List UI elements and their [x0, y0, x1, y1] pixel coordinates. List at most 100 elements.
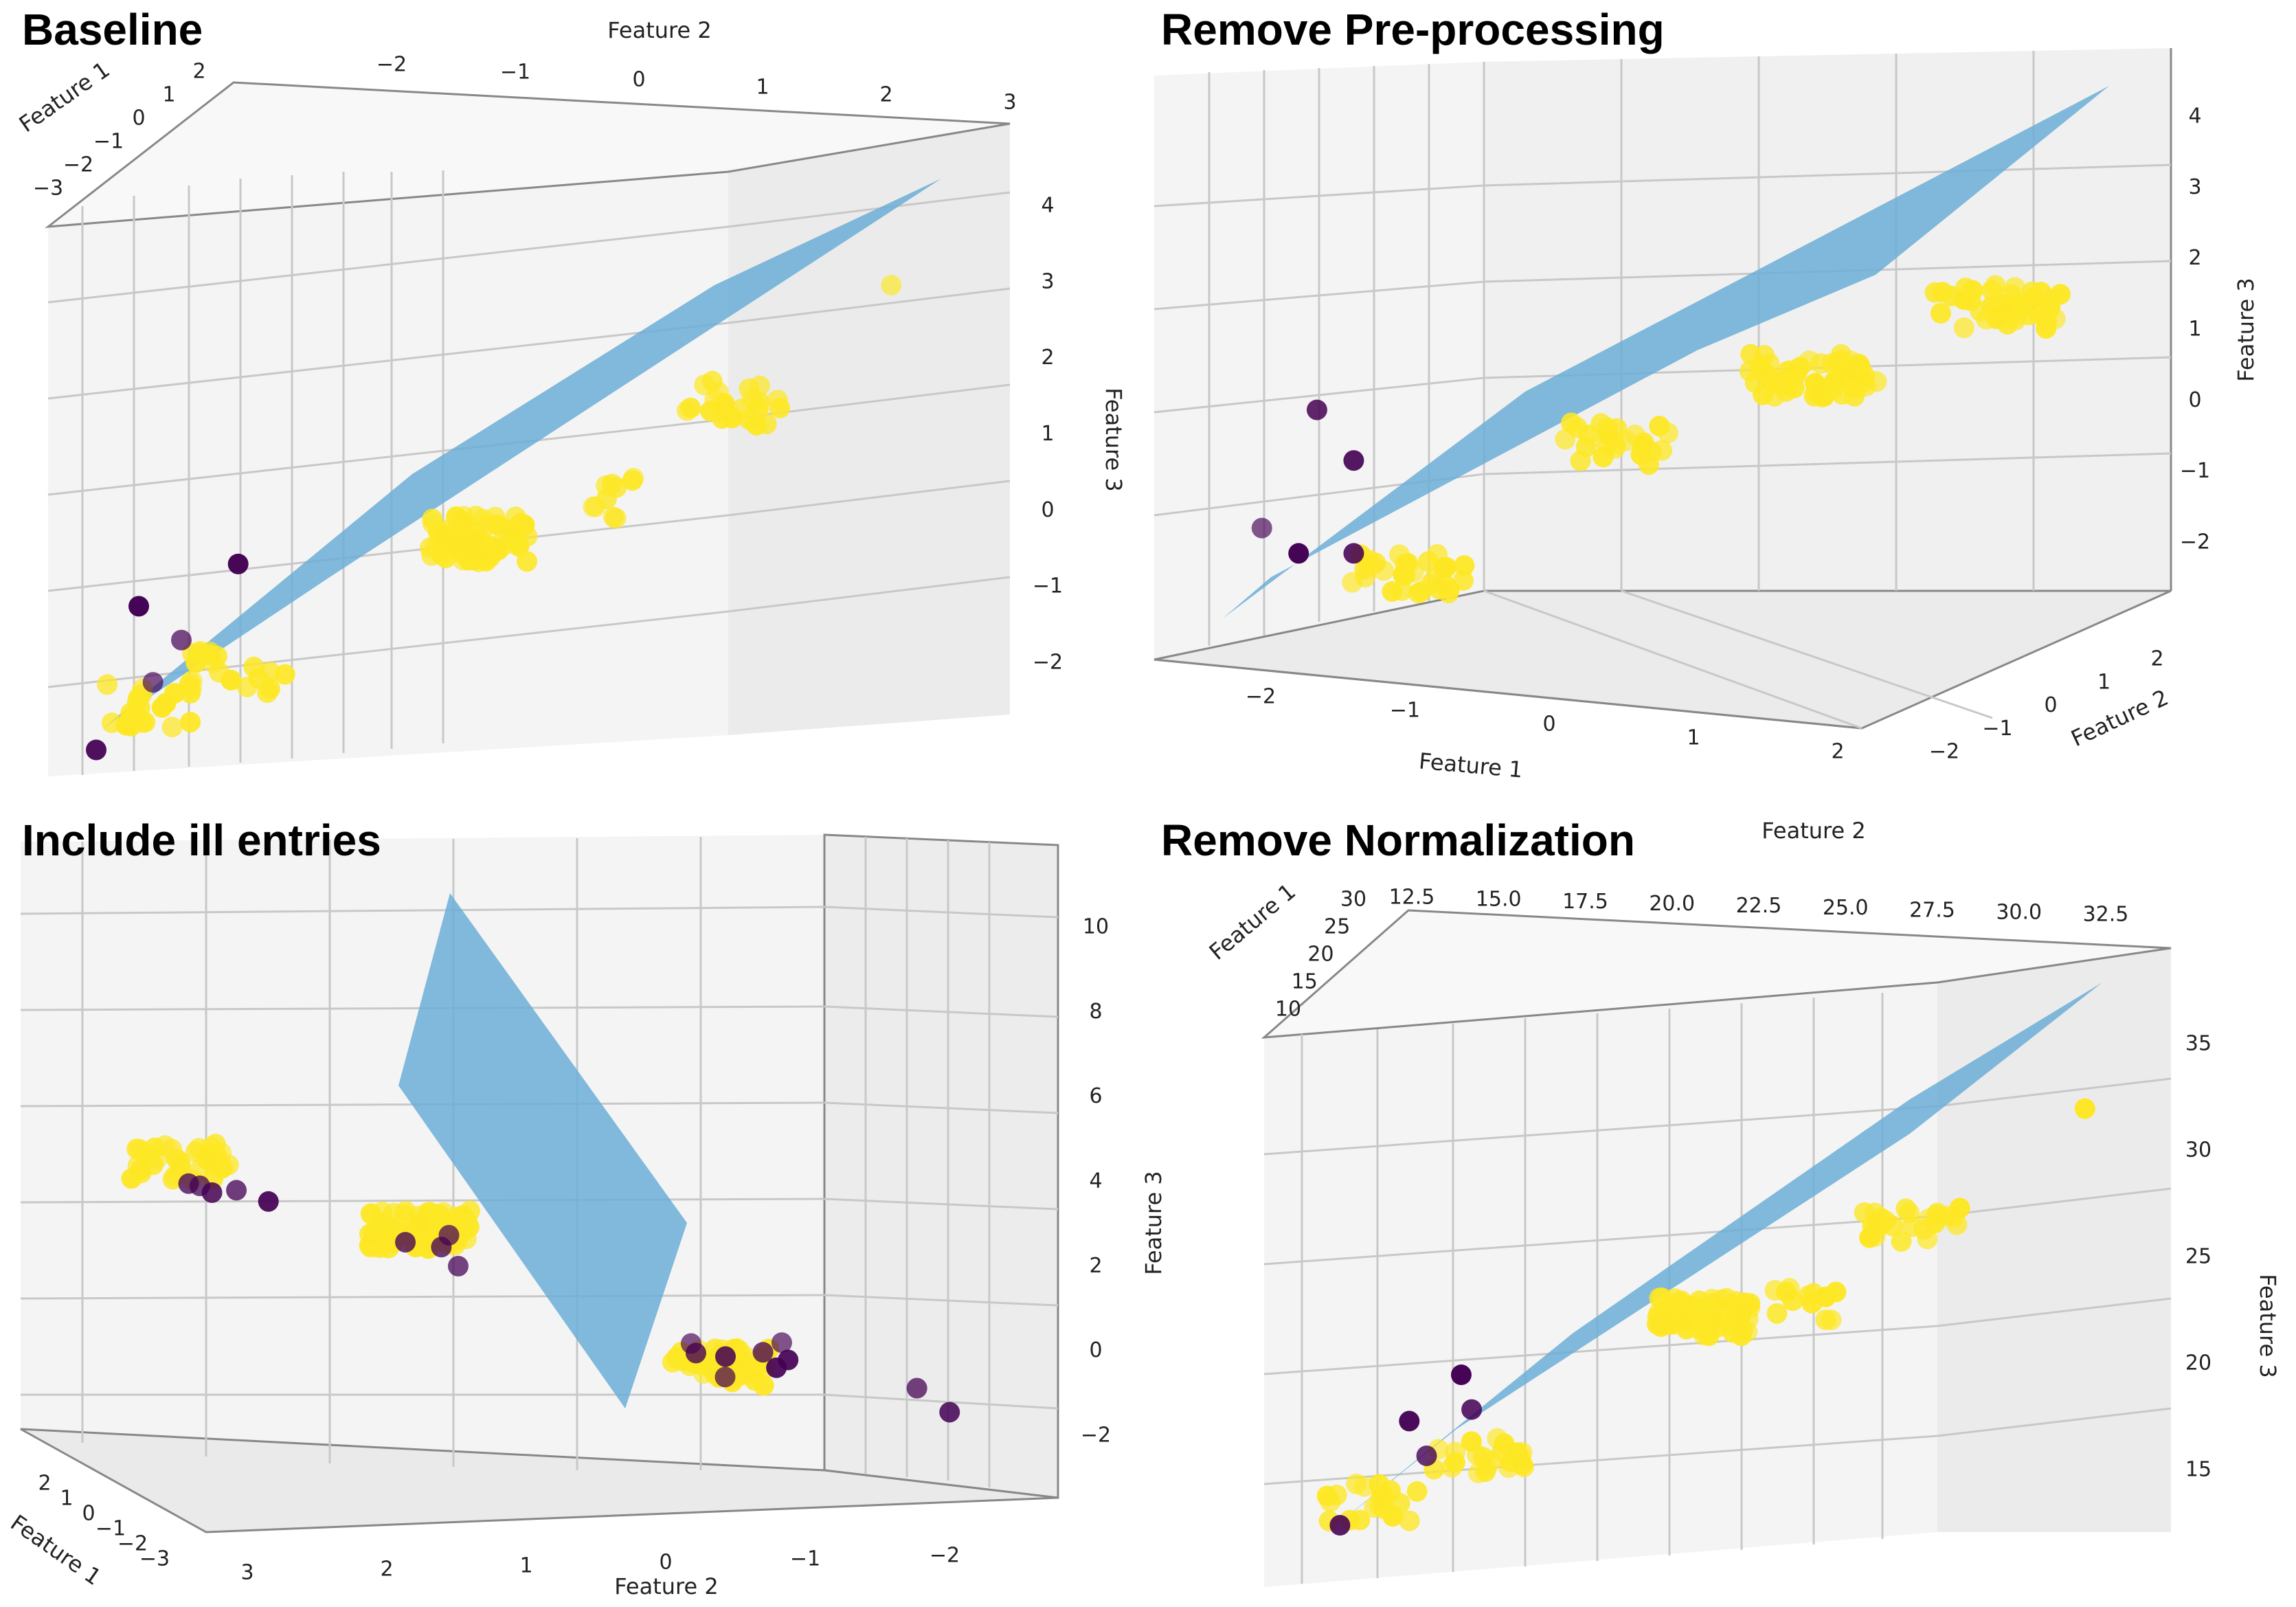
ill-point	[1306, 399, 1327, 420]
healthy-point	[1399, 1510, 1420, 1531]
scatter-points	[121, 1134, 960, 1423]
healthy-point	[505, 506, 526, 528]
tick-label-feature2: −1	[500, 60, 530, 85]
remove-normalization-chart: 10 15 20 25 30 12.5 15.0 17.5 20.0 22.5 25.0 27.5 30…	[1204, 818, 2281, 1587]
scatter-points	[1316, 1098, 2095, 1536]
healthy-point	[1616, 430, 1637, 451]
ill-point	[766, 1357, 787, 1378]
ill-point	[1461, 1399, 1483, 1420]
healthy-point	[206, 646, 227, 667]
tick-label-feature1: −1	[1390, 699, 1420, 723]
scatter-points	[86, 275, 902, 761]
healthy-point	[1597, 423, 1619, 444]
tick-label-feature3: 0	[1089, 1338, 1102, 1362]
grid-line	[728, 480, 1011, 517]
grid-line	[824, 1393, 1059, 1410]
tick-label-feature1: −3	[139, 1547, 170, 1571]
tick-label-feature3: 15	[2185, 1458, 2211, 1482]
remove-preprocessing-chart: −2 −1 0 1 2 −2 −1 0 1 2 −2 −1 0 1 2 3 4 Feature 1 Featur…	[1153, 48, 2259, 783]
healthy-point	[370, 1217, 391, 1238]
include-ill-entries-panel: 2 1 0 −1 −2 −3 3 2 1 0 −1 −2 −2 0 2 4 6 8 10 Feature 2 Fea…	[0, 811, 1167, 1601]
grid-line	[728, 576, 1011, 613]
tick-label-feature3: −2	[2180, 530, 2210, 554]
healthy-point	[1949, 1198, 1970, 1219]
ill-point	[258, 1191, 279, 1212]
ill-point	[1288, 543, 1309, 564]
grid-line	[824, 1294, 1059, 1307]
healthy-point	[2028, 303, 2049, 324]
healthy-point	[1821, 1310, 1842, 1331]
decision-plane	[1223, 86, 2109, 618]
ill-point	[771, 1332, 792, 1353]
grid-line	[47, 418, 729, 496]
healthy-point	[473, 547, 495, 568]
healthy-point	[1715, 1288, 1737, 1309]
tick-label-feature2: −1	[790, 1547, 820, 1571]
grid-line	[824, 1101, 1059, 1114]
healthy-point	[1373, 560, 1395, 581]
tick-label-feature2: −1	[1982, 717, 2012, 741]
ill-point	[395, 1232, 416, 1253]
healthy-point	[1649, 416, 1670, 437]
tick-label-feature2: 25.0	[1823, 896, 1869, 920]
healthy-point	[101, 712, 122, 734]
healthy-point	[484, 506, 506, 528]
ill-point	[906, 1378, 927, 1399]
tick-label-feature2: 3	[240, 1561, 254, 1585]
grid-line	[1937, 1187, 2172, 1217]
tick-label-feature2: 15.0	[1476, 888, 1522, 912]
healthy-point	[1428, 578, 1450, 600]
grid-line	[1263, 1325, 1938, 1375]
healthy-point	[1953, 317, 1974, 339]
grid-line	[728, 287, 1011, 324]
tick-label-feature3: 35	[2185, 1032, 2211, 1056]
healthy-point	[452, 510, 473, 532]
healthy-point	[1388, 544, 1410, 565]
healthy-point	[1776, 1281, 1797, 1303]
tick-label-feature3: 4	[2188, 104, 2201, 128]
healthy-point	[2004, 277, 2025, 298]
tick-label-feature1: −2	[117, 1532, 148, 1556]
tick-label-feature2: 2	[2150, 647, 2163, 671]
tick-label-feature1: 10	[1275, 998, 1301, 1022]
grid-line	[20, 1198, 825, 1204]
axis-label-feature1: Feature 1	[1418, 748, 1524, 783]
grid-line	[47, 610, 729, 688]
axis-label-feature1: Feature 1	[14, 56, 115, 137]
healthy-point	[1406, 1481, 1428, 1502]
healthy-point	[166, 1148, 187, 1169]
side-pane	[1484, 48, 2171, 591]
healthy-point	[180, 712, 201, 733]
healthy-point	[721, 407, 743, 429]
healthy-point	[1766, 1303, 1788, 1324]
grid-line	[1153, 377, 1485, 414]
grid-line	[1153, 184, 1485, 207]
tick-label-feature1: 2	[38, 1472, 51, 1496]
tick-label-feature1: 1	[60, 1487, 73, 1511]
healthy-point	[622, 470, 643, 491]
tick-label-feature3: −2	[1033, 651, 1063, 675]
ill-point	[128, 596, 149, 617]
panel-title: Baseline	[22, 5, 203, 54]
healthy-point	[151, 697, 172, 718]
axis-label-feature2: Feature 2	[1762, 818, 1865, 844]
healthy-point	[1840, 350, 1861, 372]
grid-line	[47, 322, 729, 400]
tick-label-feature1: 20	[1307, 943, 1333, 967]
healthy-point	[131, 1159, 152, 1180]
ill-point	[1251, 517, 1272, 539]
grid-line	[1263, 1105, 1938, 1156]
healthy-point	[2049, 284, 2071, 305]
healthy-point	[746, 414, 767, 436]
healthy-point	[1461, 1431, 1482, 1452]
side-pane	[728, 124, 1010, 735]
grid-line	[1937, 1407, 2172, 1437]
healthy-point	[1697, 1305, 1718, 1327]
healthy-point	[429, 1206, 450, 1227]
healthy-point	[1891, 1230, 1912, 1252]
tick-label-feature3: 0	[1041, 498, 1054, 522]
healthy-point	[196, 1149, 217, 1170]
tick-label-feature3: −2	[1081, 1424, 1111, 1448]
